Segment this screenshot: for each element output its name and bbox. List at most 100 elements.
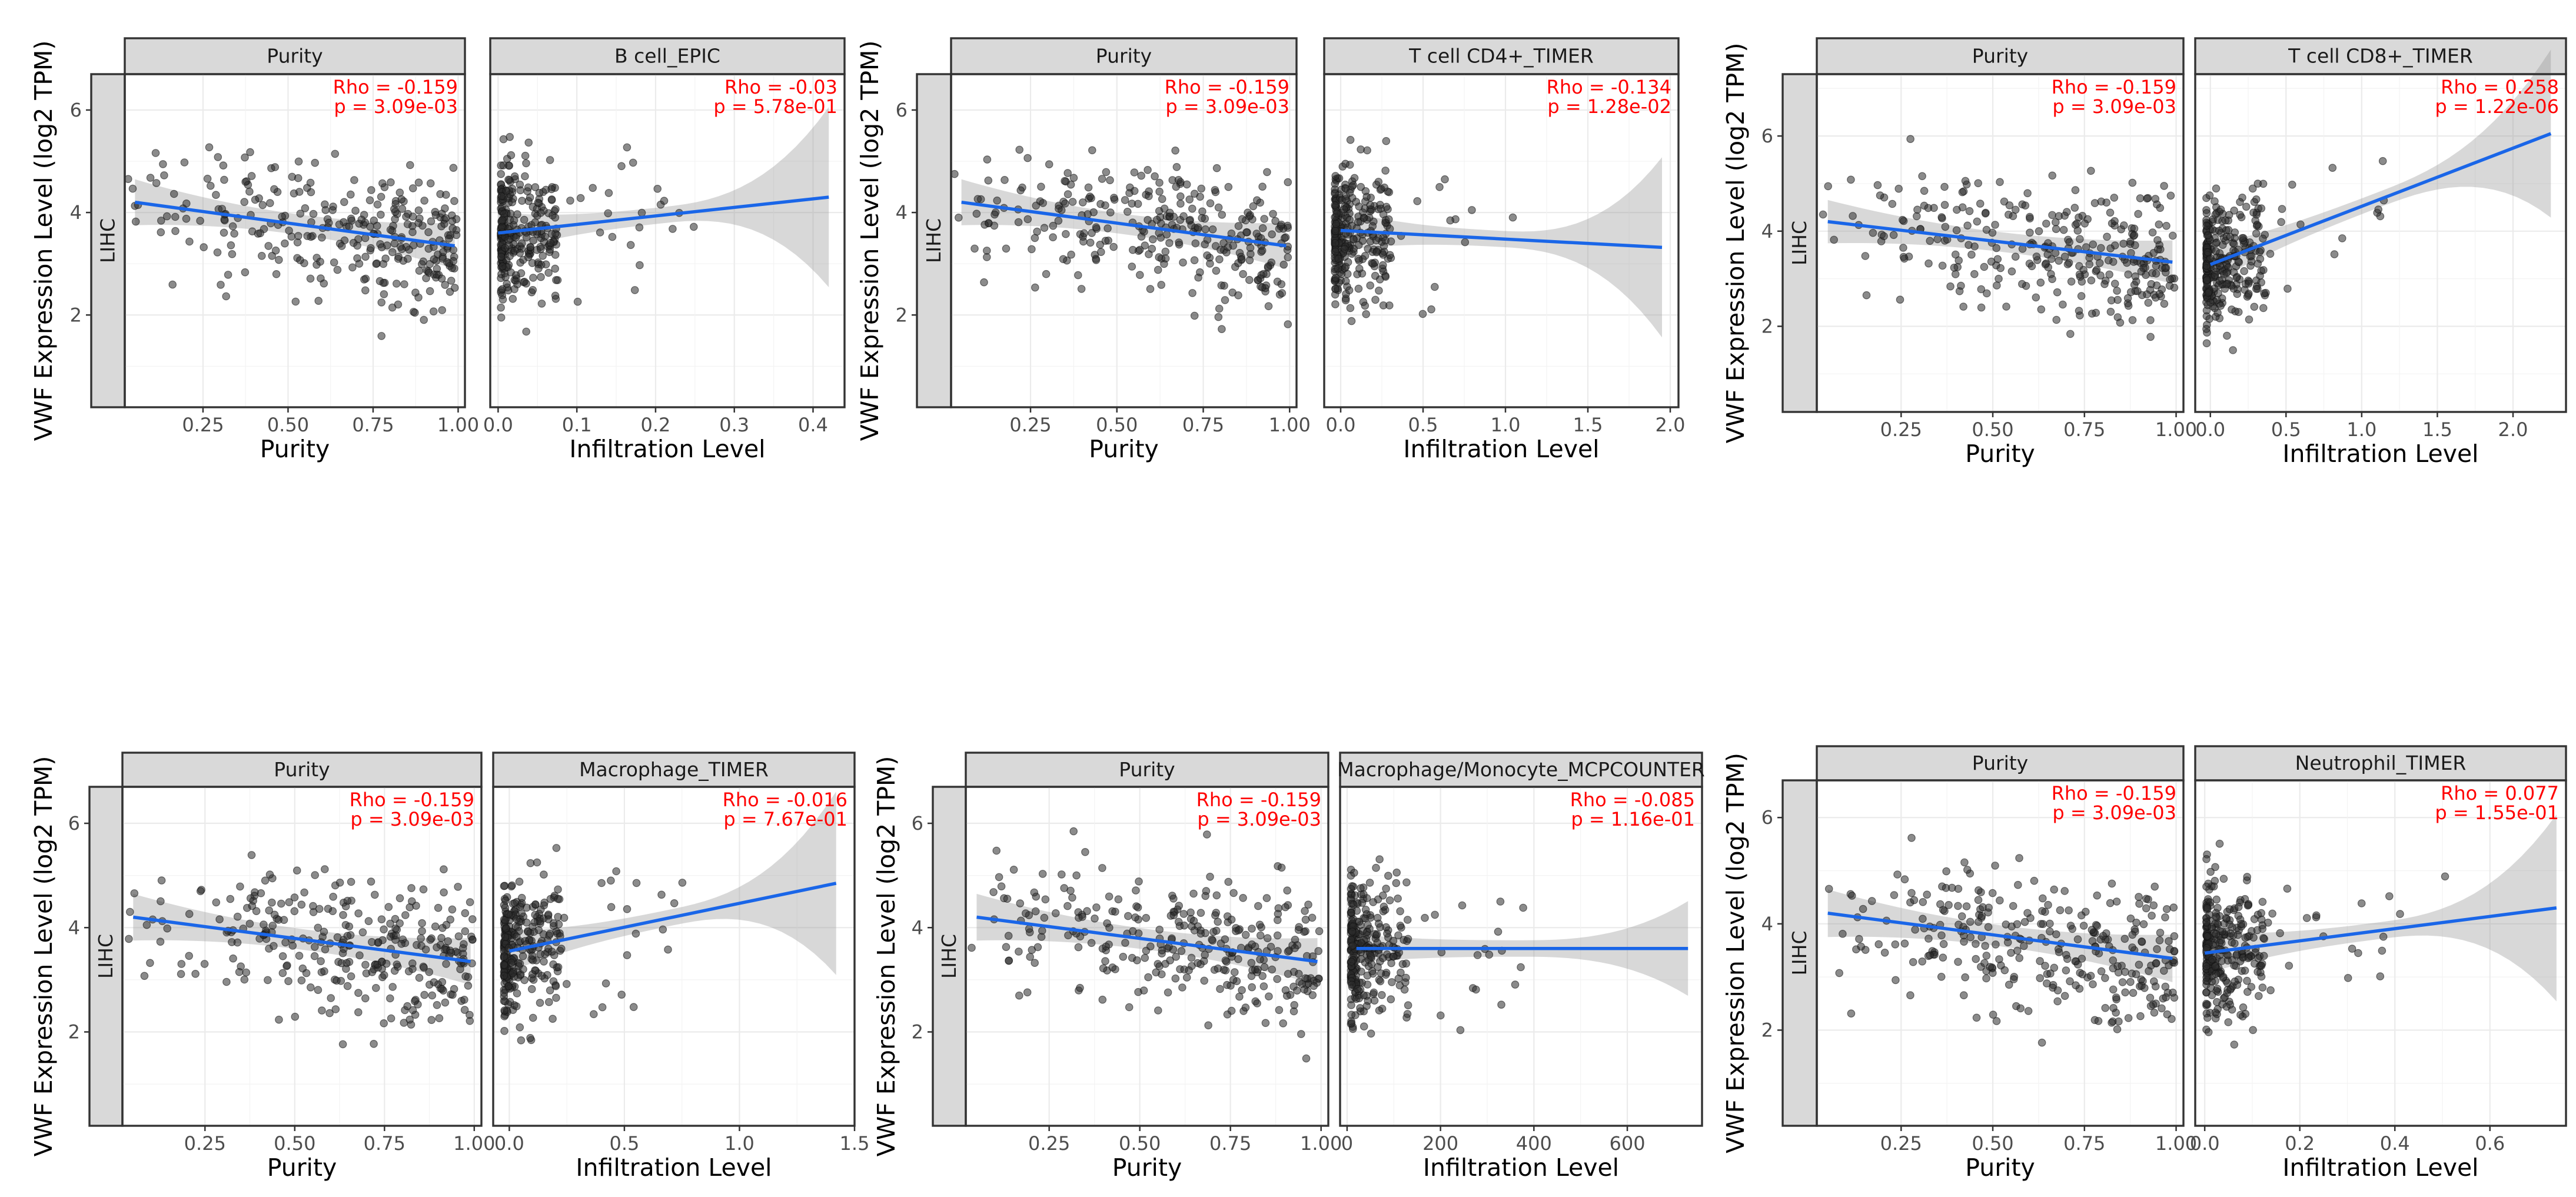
scatter-point	[2132, 970, 2140, 979]
x-tick-label: 0.75	[1182, 414, 1224, 436]
scatter-point	[1258, 246, 1267, 255]
scatter-point	[1277, 863, 1286, 872]
facet-strip	[1816, 745, 2185, 782]
scatter-point	[1427, 305, 1435, 314]
scatter-point	[1348, 927, 1357, 936]
scatter-point	[461, 927, 470, 936]
scatter-point	[271, 246, 280, 255]
x-tick-label: 0.2	[640, 414, 670, 436]
scatter-point	[2005, 980, 2013, 989]
scatter-point	[501, 244, 509, 252]
scatter-point	[526, 243, 534, 251]
scatter-point	[1248, 940, 1256, 949]
scatter-point	[1190, 311, 1199, 320]
scatter-point	[1141, 953, 1149, 962]
y-tick-label: 4	[68, 916, 80, 939]
scatter-point	[541, 260, 550, 269]
scatter-point	[281, 938, 290, 947]
scatter-point	[2162, 221, 2171, 230]
scatter-point	[1169, 911, 1178, 920]
scatter-point	[285, 898, 294, 906]
scatter-point	[2441, 872, 2449, 881]
scatter-point	[1015, 145, 1023, 154]
scatter-point	[328, 206, 337, 214]
scatter-point	[220, 175, 228, 184]
scatter-point	[387, 1014, 395, 1023]
facet-strip	[950, 37, 1298, 75]
scatter-point	[1098, 175, 1106, 183]
scatter-point	[2278, 205, 2286, 213]
scatter-point	[182, 214, 191, 223]
scatter-point	[377, 915, 386, 923]
scatter-point	[2052, 225, 2060, 233]
scatter-point	[1271, 217, 1279, 225]
scatter-point	[1367, 960, 1376, 969]
scatter-point	[1284, 320, 1292, 328]
scatter-point	[2223, 979, 2232, 987]
scatter-point	[2071, 186, 2080, 194]
scatter-point	[203, 174, 212, 183]
facet-strip	[2194, 37, 2567, 75]
x-tick-label: 0.0	[1326, 414, 1356, 436]
scatter-point	[970, 244, 979, 253]
scatter-point	[1961, 973, 1969, 982]
scatter-point	[1924, 935, 1933, 943]
scatter-point	[1849, 212, 1857, 220]
scatter-point	[539, 251, 547, 260]
scatter-point	[536, 245, 545, 253]
scatter-point	[1396, 922, 1405, 930]
scatter-point	[972, 210, 981, 218]
scatter-point	[2218, 957, 2226, 965]
scatter-point	[1229, 976, 1238, 984]
scatter-point	[1179, 258, 1187, 267]
scatter-point	[290, 907, 299, 916]
scatter-point	[367, 877, 375, 886]
scatter-point	[507, 151, 516, 159]
scatter-point	[2092, 265, 2101, 274]
scatter-point	[1892, 976, 1900, 985]
scatter-point	[294, 232, 303, 240]
scatter-point	[508, 881, 516, 890]
scatter-point	[1109, 242, 1118, 251]
scatter-point	[177, 960, 186, 968]
scatter-point	[2046, 919, 2054, 928]
x-tick-label: 1.00	[2155, 1132, 2197, 1155]
scatter-point	[2221, 216, 2230, 225]
scatter-point	[1295, 970, 1303, 978]
scatter-point	[2046, 969, 2055, 977]
scatter-point	[1899, 244, 1907, 252]
scatter-point	[404, 254, 412, 263]
scatter-point	[1231, 968, 1239, 976]
scatter-point	[1350, 869, 1358, 877]
scatter-point	[537, 972, 546, 980]
scatter-point	[516, 186, 524, 195]
scatter-point	[212, 898, 221, 907]
scatter-point	[357, 215, 366, 224]
scatter-point	[447, 949, 456, 957]
scatter-point	[1982, 952, 1991, 960]
scatter-point	[2020, 917, 2029, 926]
scatter-point	[241, 153, 249, 162]
scatter-point	[2037, 305, 2046, 314]
x-axis-title: Purity	[1965, 1153, 2035, 1182]
scatter-point	[1258, 182, 1267, 191]
scatter-point	[2156, 929, 2165, 937]
scatter-point	[447, 277, 456, 285]
scatter-point	[2152, 959, 2160, 967]
scatter-point	[163, 924, 171, 933]
x-axis-title: Infiltration Level	[576, 1153, 772, 1182]
scatter-point	[157, 897, 165, 906]
scatter-point	[2250, 302, 2259, 311]
scatter-point	[2090, 199, 2099, 207]
scatter-point	[566, 197, 574, 205]
scatter-point	[1169, 895, 1178, 903]
scatter-point	[2063, 260, 2072, 268]
scatter-point	[2094, 1017, 2103, 1025]
scatter-point	[1369, 260, 1377, 268]
scatter-point	[534, 264, 543, 273]
x-tick-label: 0.75	[352, 414, 394, 436]
x-tick-label: 0	[1341, 1132, 1353, 1155]
panel-frame	[124, 73, 466, 408]
scatter-point	[438, 306, 446, 314]
panel-frame	[2194, 73, 2567, 413]
